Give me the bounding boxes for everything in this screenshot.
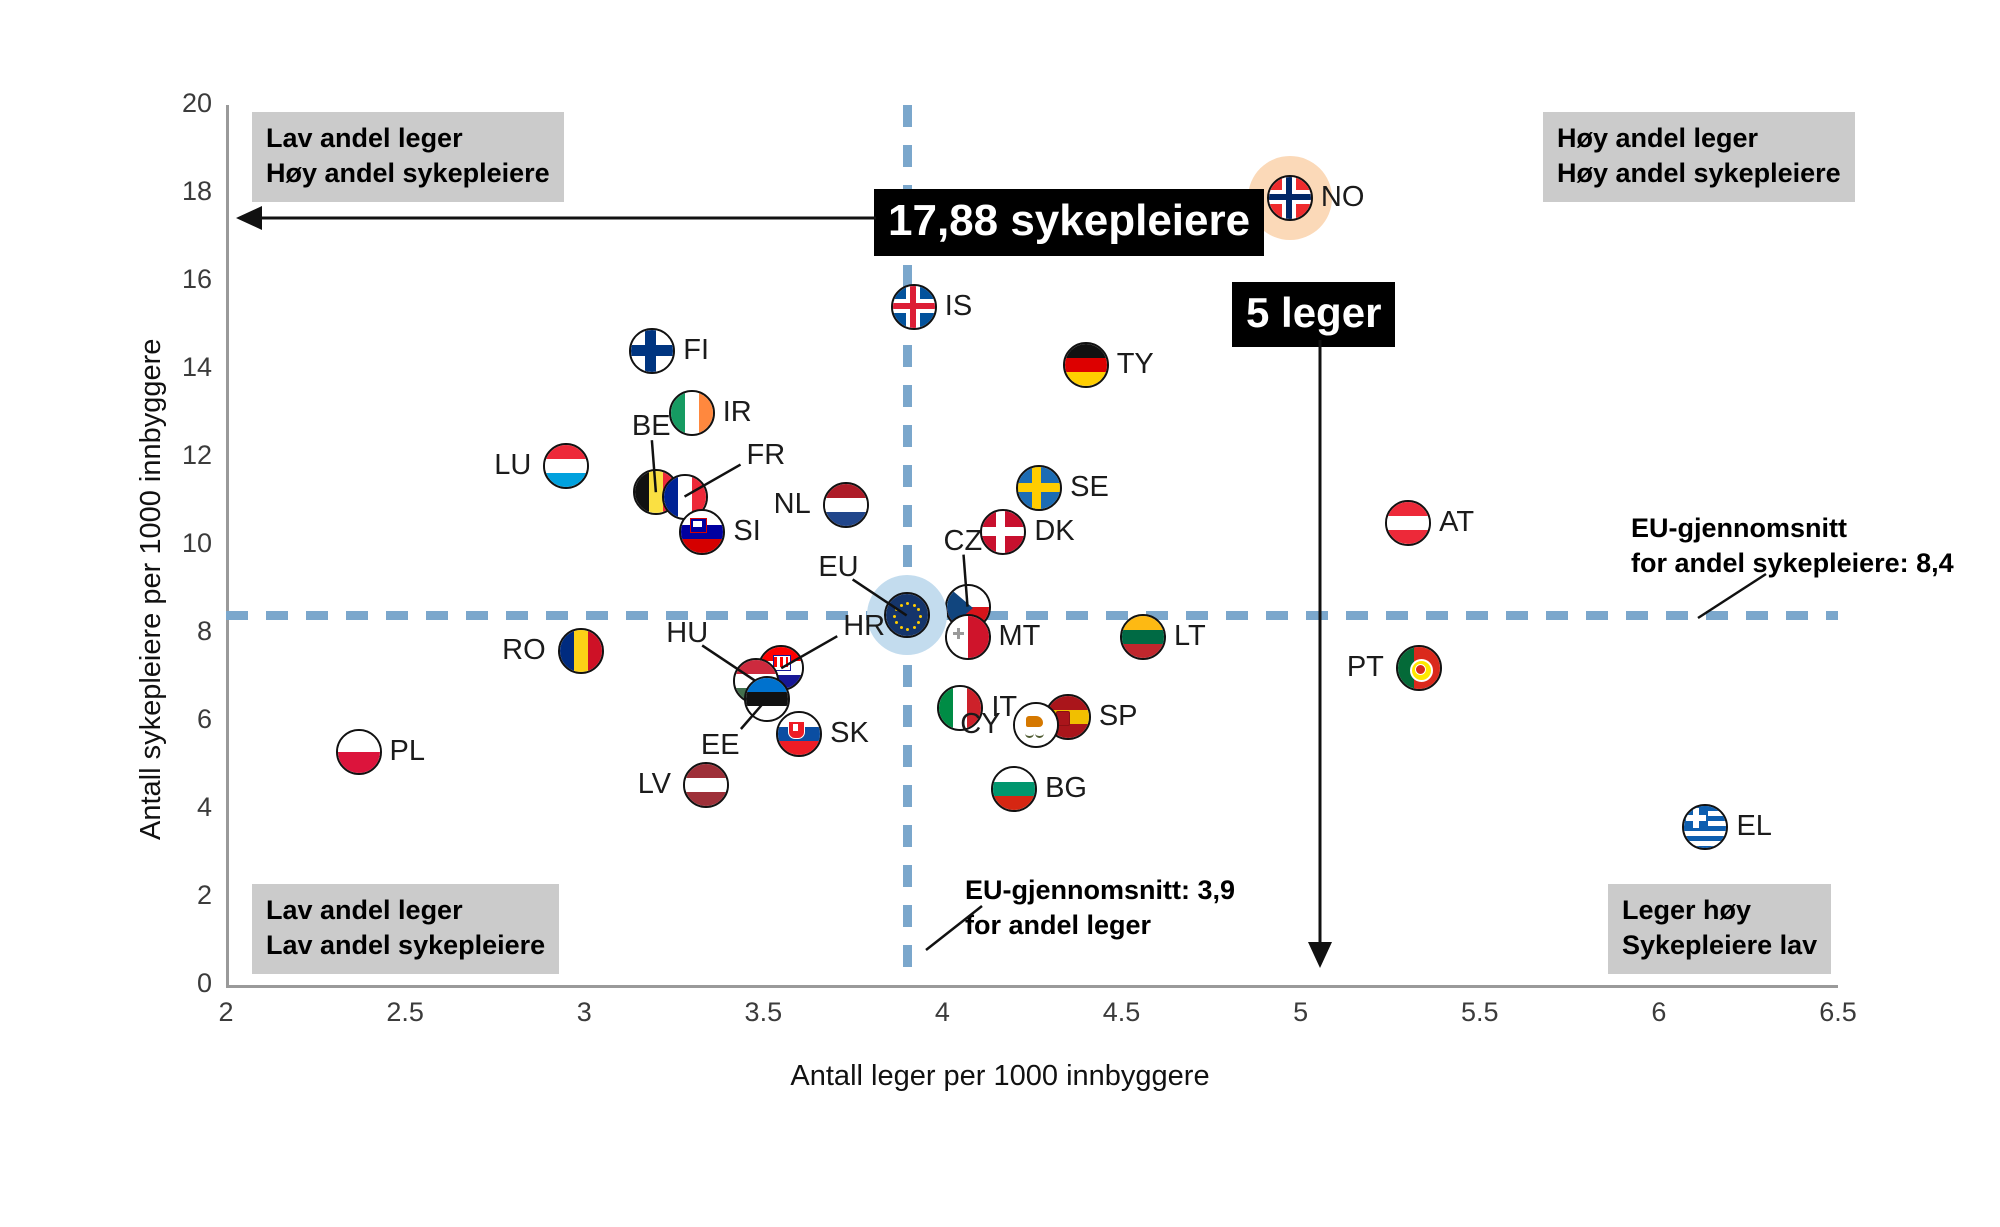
scatter-label-lu: LU bbox=[494, 448, 532, 481]
y-tick-label: 8 bbox=[196, 616, 212, 646]
callout-nurses-value: 17,88 sykepleiere bbox=[874, 189, 1265, 256]
scatter-label-cy: CY bbox=[960, 708, 1001, 741]
scatter-label-pl: PL bbox=[389, 734, 426, 767]
scatter-label-mt: MT bbox=[998, 620, 1041, 653]
y-tick-label: 20 bbox=[181, 88, 212, 118]
x-tick-label: 6 bbox=[1651, 997, 1667, 1027]
scatter-point-lv[interactable] bbox=[683, 761, 730, 808]
scatter-point-mt[interactable] bbox=[944, 614, 991, 661]
scatter-point-pl[interactable] bbox=[335, 728, 382, 775]
y-tick-label: 0 bbox=[196, 968, 212, 998]
scatter-label-si: SI bbox=[733, 514, 761, 547]
x-tick-label: 2 bbox=[218, 997, 234, 1027]
x-tick-label: 5.5 bbox=[1460, 997, 1499, 1027]
scatter-point-si[interactable] bbox=[679, 508, 726, 555]
scatter-label-hr: HR bbox=[843, 610, 886, 643]
y-tick-label: 12 bbox=[181, 440, 212, 470]
scatter-point-se[interactable] bbox=[1016, 464, 1063, 511]
scatter-label-at: AT bbox=[1439, 506, 1475, 538]
scatter-label-bg: BG bbox=[1045, 772, 1087, 805]
x-tick-label: 3 bbox=[576, 997, 592, 1027]
scatter-point-no[interactable] bbox=[1266, 175, 1313, 222]
scatter-label-it: IT bbox=[991, 690, 1018, 723]
scatter-point-at[interactable] bbox=[1385, 500, 1432, 546]
reference-line-nurses bbox=[226, 611, 1838, 621]
x-tick-label: 6.5 bbox=[1819, 997, 1857, 1027]
x-tick-label: 3.5 bbox=[744, 997, 783, 1027]
x-tick-label: 4.5 bbox=[1102, 997, 1141, 1027]
scatter-label-lv: LV bbox=[637, 767, 672, 800]
y-tick-label: 16 bbox=[181, 264, 212, 294]
y-axis-title: Antall sykepleiere per 1000 innbyggere bbox=[135, 338, 167, 840]
y-tick-label: 6 bbox=[196, 704, 212, 734]
y-tick-label: 2 bbox=[196, 880, 212, 910]
x-axis-line bbox=[226, 985, 1838, 988]
scatter-point-eu[interactable] bbox=[883, 592, 930, 639]
scatter-point-ty[interactable] bbox=[1062, 341, 1109, 388]
scatter-point-pt[interactable] bbox=[1395, 645, 1442, 692]
scatter-label-dk: DK bbox=[1034, 514, 1075, 547]
annotation-leader-doctors bbox=[925, 905, 983, 951]
scatter-point-lu[interactable] bbox=[543, 442, 590, 489]
quadrant-label-bottom-left: Lav andel leger Lav andel sykepleiere bbox=[252, 884, 560, 975]
scatter-point-fi[interactable] bbox=[629, 328, 676, 375]
doctors-arrow bbox=[1308, 340, 1332, 968]
scatter-label-cz: CZ bbox=[943, 524, 983, 557]
annotation-leader-nurses bbox=[1697, 572, 1767, 620]
scatter-label-lt: LT bbox=[1174, 620, 1206, 653]
annotation-eu-average-nurses: EU-gjennomsnitt for andel sykepleiere: 8… bbox=[1631, 513, 1954, 578]
quadrant-label-top-right: Høy andel leger Høy andel sykepleiere bbox=[1543, 112, 1855, 203]
nurses-arrow bbox=[236, 206, 876, 230]
scatter-label-ee: EE bbox=[700, 729, 740, 761]
quadrant-label-top-left: Lav andel leger Høy andel sykepleiere bbox=[252, 112, 564, 203]
x-tick-label: 2.5 bbox=[386, 997, 424, 1027]
callout-doctors-value: 5 leger bbox=[1232, 282, 1396, 347]
y-axis-line bbox=[226, 105, 229, 985]
scatter-point-nl[interactable] bbox=[822, 482, 869, 529]
scatter-label-fr: FR bbox=[746, 438, 786, 471]
x-axis-title: Antall leger per 1000 innbyggere bbox=[790, 1060, 1210, 1092]
y-tick-label: 18 bbox=[181, 176, 212, 206]
scatter-label-ir: IR bbox=[722, 396, 752, 428]
scatter-label-eu: EU bbox=[818, 551, 859, 584]
scatter-label-el: EL bbox=[1736, 809, 1772, 842]
scatter-label-is: IS bbox=[944, 290, 973, 323]
scatter-label-nl: NL bbox=[773, 488, 811, 521]
scatter-point-dk[interactable] bbox=[980, 508, 1027, 555]
scatter-label-se: SE bbox=[1070, 470, 1109, 503]
scatter-label-fi: FI bbox=[683, 334, 710, 367]
y-tick-label: 4 bbox=[196, 792, 212, 822]
scatter-label-sk: SK bbox=[830, 717, 869, 750]
scatter-label-ro: RO bbox=[502, 633, 546, 666]
y-tick-label: 14 bbox=[181, 352, 212, 382]
scatter-label-hu: HU bbox=[666, 617, 709, 650]
scatter-label-ty: TY bbox=[1116, 347, 1154, 380]
annotation-eu-average-doctors: EU-gjennomsnitt: 3,9 for andel leger bbox=[965, 875, 1236, 940]
scatter-point-ro[interactable] bbox=[557, 627, 604, 674]
scatter-point-el[interactable] bbox=[1682, 803, 1729, 850]
scatter-label-pt: PT bbox=[1346, 651, 1384, 684]
scatter-point-sk[interactable] bbox=[776, 711, 823, 758]
scatter-label-sp: SP bbox=[1098, 699, 1138, 732]
scatter-point-cy[interactable] bbox=[1012, 702, 1059, 749]
scatter-point-ir[interactable] bbox=[668, 390, 715, 436]
y-tick-label: 10 bbox=[181, 528, 212, 558]
quadrant-label-bottom-right: Leger høy Sykepleiere lav bbox=[1608, 884, 1832, 975]
scatter-point-is[interactable] bbox=[890, 284, 937, 331]
scatter-label-be: BE bbox=[631, 410, 671, 443]
x-tick-label: 4 bbox=[934, 997, 950, 1027]
scatter-point-lt[interactable] bbox=[1120, 614, 1167, 661]
reference-line-doctors bbox=[902, 105, 912, 985]
x-tick-label: 5 bbox=[1293, 997, 1309, 1027]
scatter-point-bg[interactable] bbox=[991, 766, 1038, 813]
scatter-point-it[interactable] bbox=[937, 684, 984, 731]
scatter-label-no: NO bbox=[1320, 181, 1365, 214]
